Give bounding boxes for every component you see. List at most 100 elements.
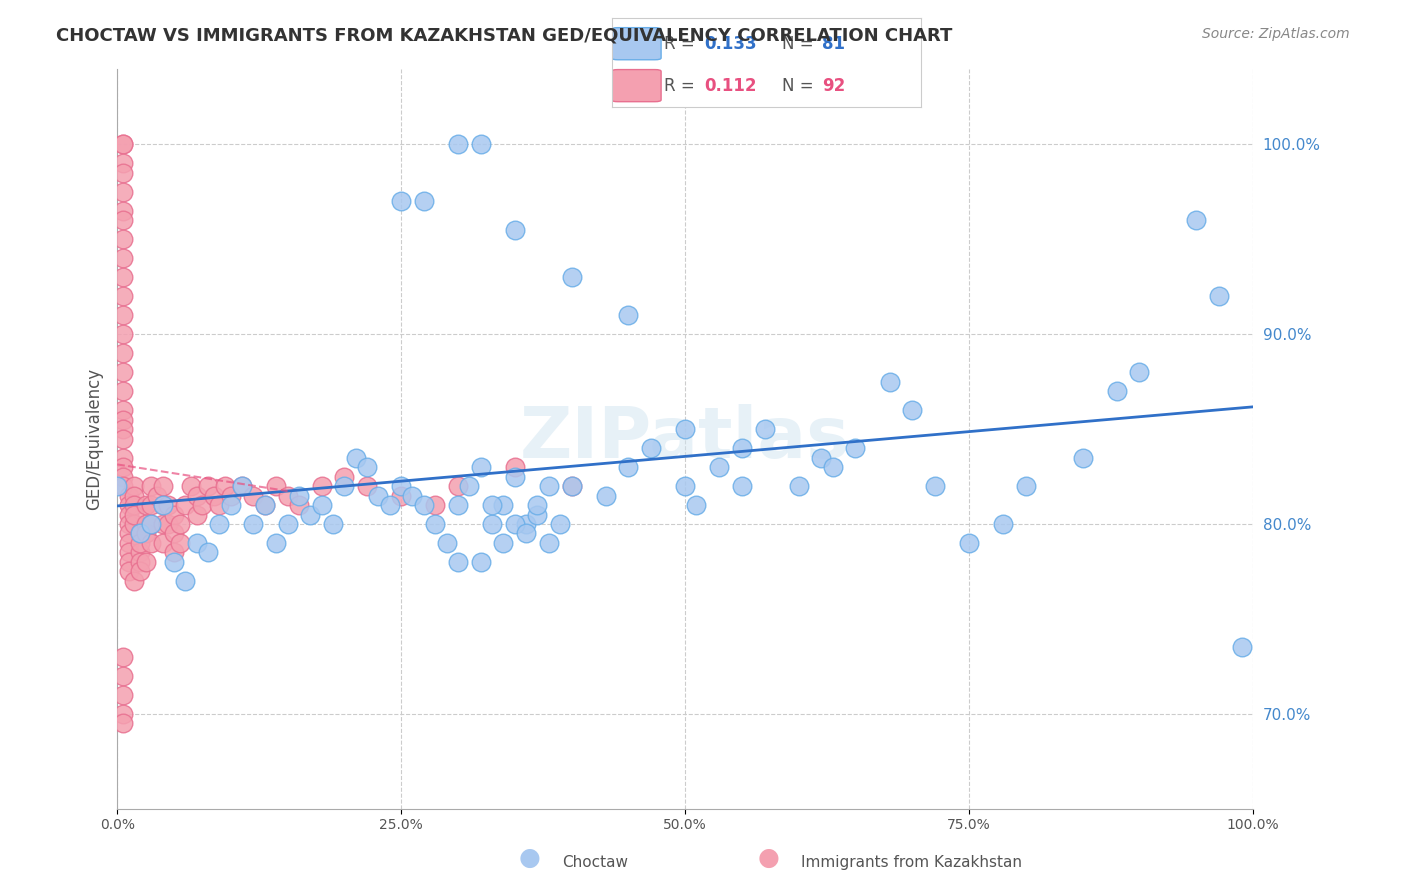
Point xyxy=(481,516,503,531)
Text: R =: R = xyxy=(664,77,700,95)
Point xyxy=(412,194,434,209)
Point xyxy=(503,469,526,483)
Y-axis label: GED/Equivalency: GED/Equivalency xyxy=(86,368,103,509)
Point xyxy=(264,479,287,493)
Point xyxy=(617,460,640,475)
Point xyxy=(129,565,152,579)
Point xyxy=(111,403,134,417)
Point xyxy=(560,479,582,493)
Point xyxy=(197,545,219,559)
Point xyxy=(122,516,145,531)
Text: 0.112: 0.112 xyxy=(704,77,756,95)
Point xyxy=(537,536,560,550)
Point xyxy=(208,498,231,512)
Point xyxy=(821,460,844,475)
Text: N =: N = xyxy=(782,77,818,95)
Point xyxy=(515,516,537,531)
Point xyxy=(481,498,503,512)
Point xyxy=(111,232,134,246)
Point xyxy=(117,555,139,569)
Point xyxy=(299,508,322,522)
Point xyxy=(111,346,134,360)
Text: ●: ● xyxy=(758,846,789,870)
Point xyxy=(111,469,134,483)
Point xyxy=(901,403,924,417)
Text: Choctaw: Choctaw xyxy=(562,855,628,870)
Text: N =: N = xyxy=(782,35,818,53)
Point xyxy=(1128,365,1150,379)
Point xyxy=(111,716,134,731)
Text: R =: R = xyxy=(664,35,700,53)
Point xyxy=(157,498,180,512)
Point xyxy=(311,479,333,493)
Point xyxy=(231,479,253,493)
Point xyxy=(169,516,191,531)
Point xyxy=(163,545,186,559)
Point xyxy=(447,479,470,493)
Point xyxy=(117,565,139,579)
Point xyxy=(117,526,139,541)
Point xyxy=(180,479,202,493)
Point xyxy=(356,479,378,493)
Point xyxy=(152,516,174,531)
Point xyxy=(731,479,754,493)
Point xyxy=(810,450,832,465)
Point xyxy=(1230,640,1253,655)
FancyBboxPatch shape xyxy=(612,70,661,102)
Text: ●: ● xyxy=(519,846,550,870)
Point xyxy=(754,422,776,436)
Text: Source: ZipAtlas.com: Source: ZipAtlas.com xyxy=(1202,27,1350,41)
Point xyxy=(685,498,707,512)
Point xyxy=(879,375,901,389)
Point xyxy=(117,508,139,522)
Point xyxy=(135,516,157,531)
Point xyxy=(152,479,174,493)
Point xyxy=(135,526,157,541)
Point xyxy=(219,498,242,512)
Point xyxy=(242,489,264,503)
Point xyxy=(141,516,163,531)
Point xyxy=(537,479,560,493)
Point xyxy=(111,137,134,152)
Point xyxy=(311,498,333,512)
Point xyxy=(111,270,134,285)
Point xyxy=(957,536,980,550)
Point xyxy=(560,479,582,493)
Point xyxy=(122,479,145,493)
Point xyxy=(157,516,180,531)
Point xyxy=(111,289,134,303)
Point xyxy=(111,688,134,702)
Point xyxy=(141,498,163,512)
Point xyxy=(117,545,139,559)
Point xyxy=(174,498,197,512)
Point xyxy=(202,489,225,503)
Point xyxy=(111,432,134,446)
Point xyxy=(129,555,152,569)
Point xyxy=(152,498,174,512)
Point xyxy=(111,450,134,465)
Point xyxy=(253,498,276,512)
Point xyxy=(111,384,134,399)
Point xyxy=(253,498,276,512)
Point xyxy=(401,489,423,503)
Point xyxy=(787,479,810,493)
Point xyxy=(141,536,163,550)
Point xyxy=(117,489,139,503)
Point xyxy=(117,498,139,512)
Point xyxy=(141,516,163,531)
Point xyxy=(458,479,481,493)
Point xyxy=(163,508,186,522)
Point xyxy=(470,460,492,475)
Point xyxy=(169,536,191,550)
Point xyxy=(503,223,526,237)
Point xyxy=(492,536,515,550)
Point xyxy=(174,574,197,588)
Point xyxy=(146,489,169,503)
Point xyxy=(122,498,145,512)
Point xyxy=(425,498,447,512)
Point xyxy=(129,536,152,550)
Point xyxy=(333,469,356,483)
Point xyxy=(163,555,186,569)
Text: Immigrants from Kazakhstan: Immigrants from Kazakhstan xyxy=(801,855,1022,870)
Point xyxy=(186,508,208,522)
